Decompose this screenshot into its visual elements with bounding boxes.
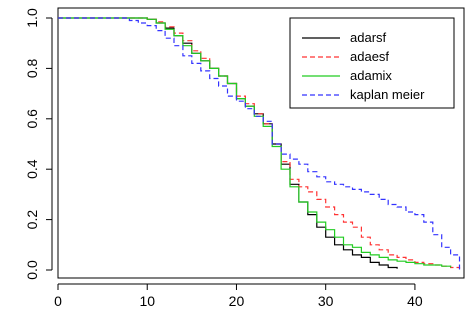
y-tick-label-3: 0.6 [24, 109, 40, 129]
y-tick-label-5: 1.0 [24, 8, 40, 28]
legend-label-kaplan-meier: kaplan meier [350, 87, 425, 102]
y-axis: 0.0 0.2 0.4 0.6 0.8 1.0 [24, 8, 53, 280]
y-tick-label-1: 0.2 [24, 210, 40, 230]
y-tick-label-4: 0.8 [24, 58, 40, 78]
plot-frame [57, 7, 465, 279]
x-axis: 0 10 20 30 40 [54, 283, 423, 309]
series-line-adamix [58, 17, 452, 268]
legend-box [289, 17, 455, 109]
series-group [58, 17, 461, 270]
series-line-kaplan-meier [58, 17, 461, 270]
x-tick-label-30: 30 [318, 293, 334, 309]
y-tick-label-2: 0.4 [24, 159, 40, 179]
legend-label-adarsf: adarsf [350, 30, 387, 45]
legend-label-adamix: adamix [350, 68, 392, 83]
y-tick-label-0: 0.0 [24, 260, 40, 280]
x-tick-label-40: 40 [407, 293, 423, 309]
x-tick-label-20: 20 [229, 293, 245, 309]
x-tick-label-0: 0 [54, 293, 62, 309]
legend-label-adaesf: adaesf [350, 49, 389, 64]
legend: adarsf adaesf adamix kaplan meier [289, 17, 455, 109]
x-tick-label-10: 10 [139, 293, 155, 309]
